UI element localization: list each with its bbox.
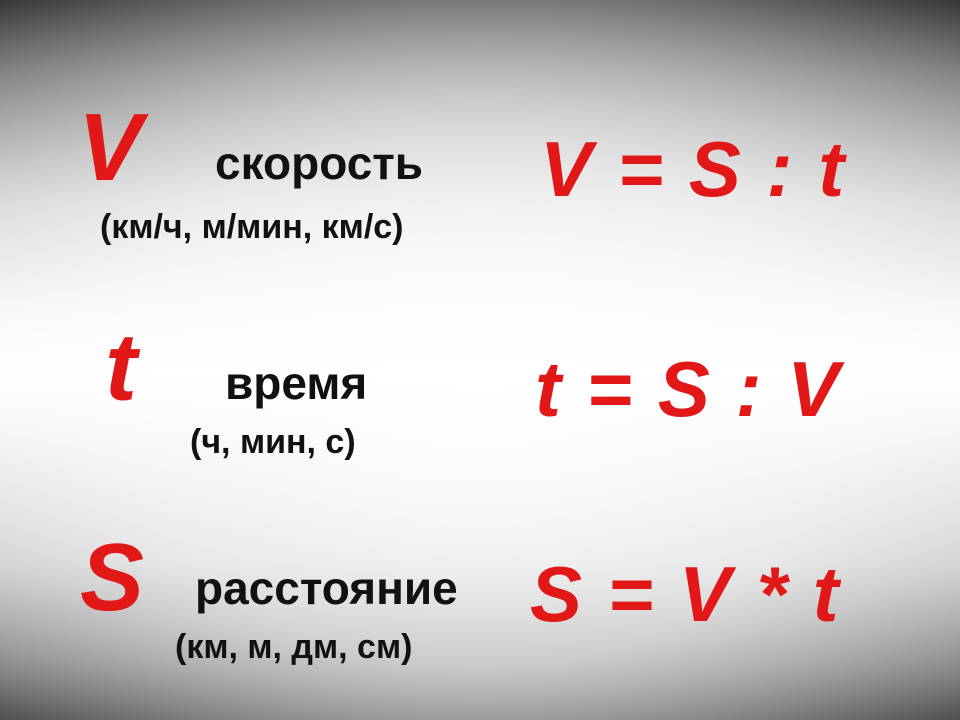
formula-s: S = V * t [530, 555, 841, 633]
symbol-s: S [80, 530, 144, 626]
units-s: (км, м, дм, см) [175, 630, 412, 664]
units-v: (км/ч, м/мин, км/с) [100, 210, 404, 244]
units-t: (ч, мин, с) [190, 425, 356, 459]
slide-canvas: V скорость (км/ч, м/мин, км/с) V = S : t… [0, 0, 960, 720]
formula-t: t = S : V [535, 350, 841, 428]
symbol-t: t [105, 320, 137, 416]
name-s: расстояние [195, 565, 458, 611]
formula-v: V = S : t [540, 130, 846, 208]
name-v: скорость [215, 140, 423, 186]
symbol-v: V [78, 100, 142, 196]
name-t: время [225, 360, 367, 406]
